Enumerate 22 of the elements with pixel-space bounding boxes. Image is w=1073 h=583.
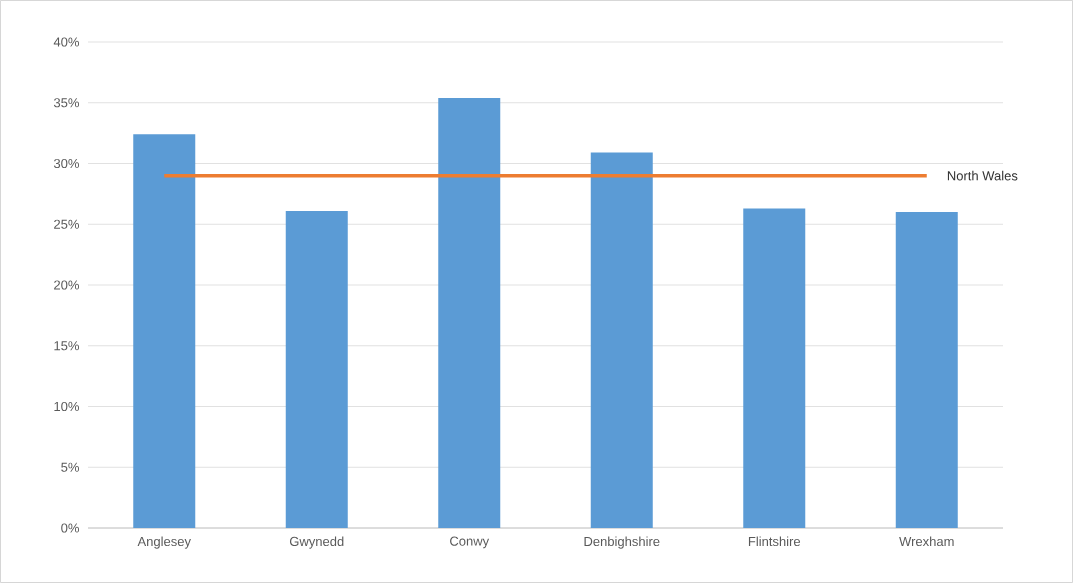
x-tick-label: Flintshire (748, 536, 801, 547)
bar (743, 208, 806, 528)
x-tick-label: Denbighshire (584, 536, 660, 549)
bar (590, 152, 653, 528)
ref-line-label: North Wales (947, 170, 1018, 181)
x-tick-label: Wrexham (899, 536, 954, 547)
x-tick-label: Gwynedd (289, 536, 344, 549)
y-tick-label: 0% (61, 523, 79, 533)
x-tick-label: Anglesey (137, 536, 191, 549)
y-tick-label: 40% (53, 37, 79, 47)
x-tick-label: Conwy (450, 536, 490, 549)
y-tick-label: 35% (53, 98, 79, 108)
y-tick-label: 10% (54, 401, 79, 412)
y-tick-label: 30% (53, 158, 79, 169)
bar (438, 97, 501, 528)
y-tick-label: 5% (61, 462, 79, 472)
bar (285, 210, 348, 528)
y-tick-label: 20% (54, 280, 79, 290)
y-tick-label: 25% (54, 219, 79, 229)
bar (895, 212, 958, 528)
bar (133, 134, 196, 528)
y-tick-label: 15% (54, 341, 79, 351)
